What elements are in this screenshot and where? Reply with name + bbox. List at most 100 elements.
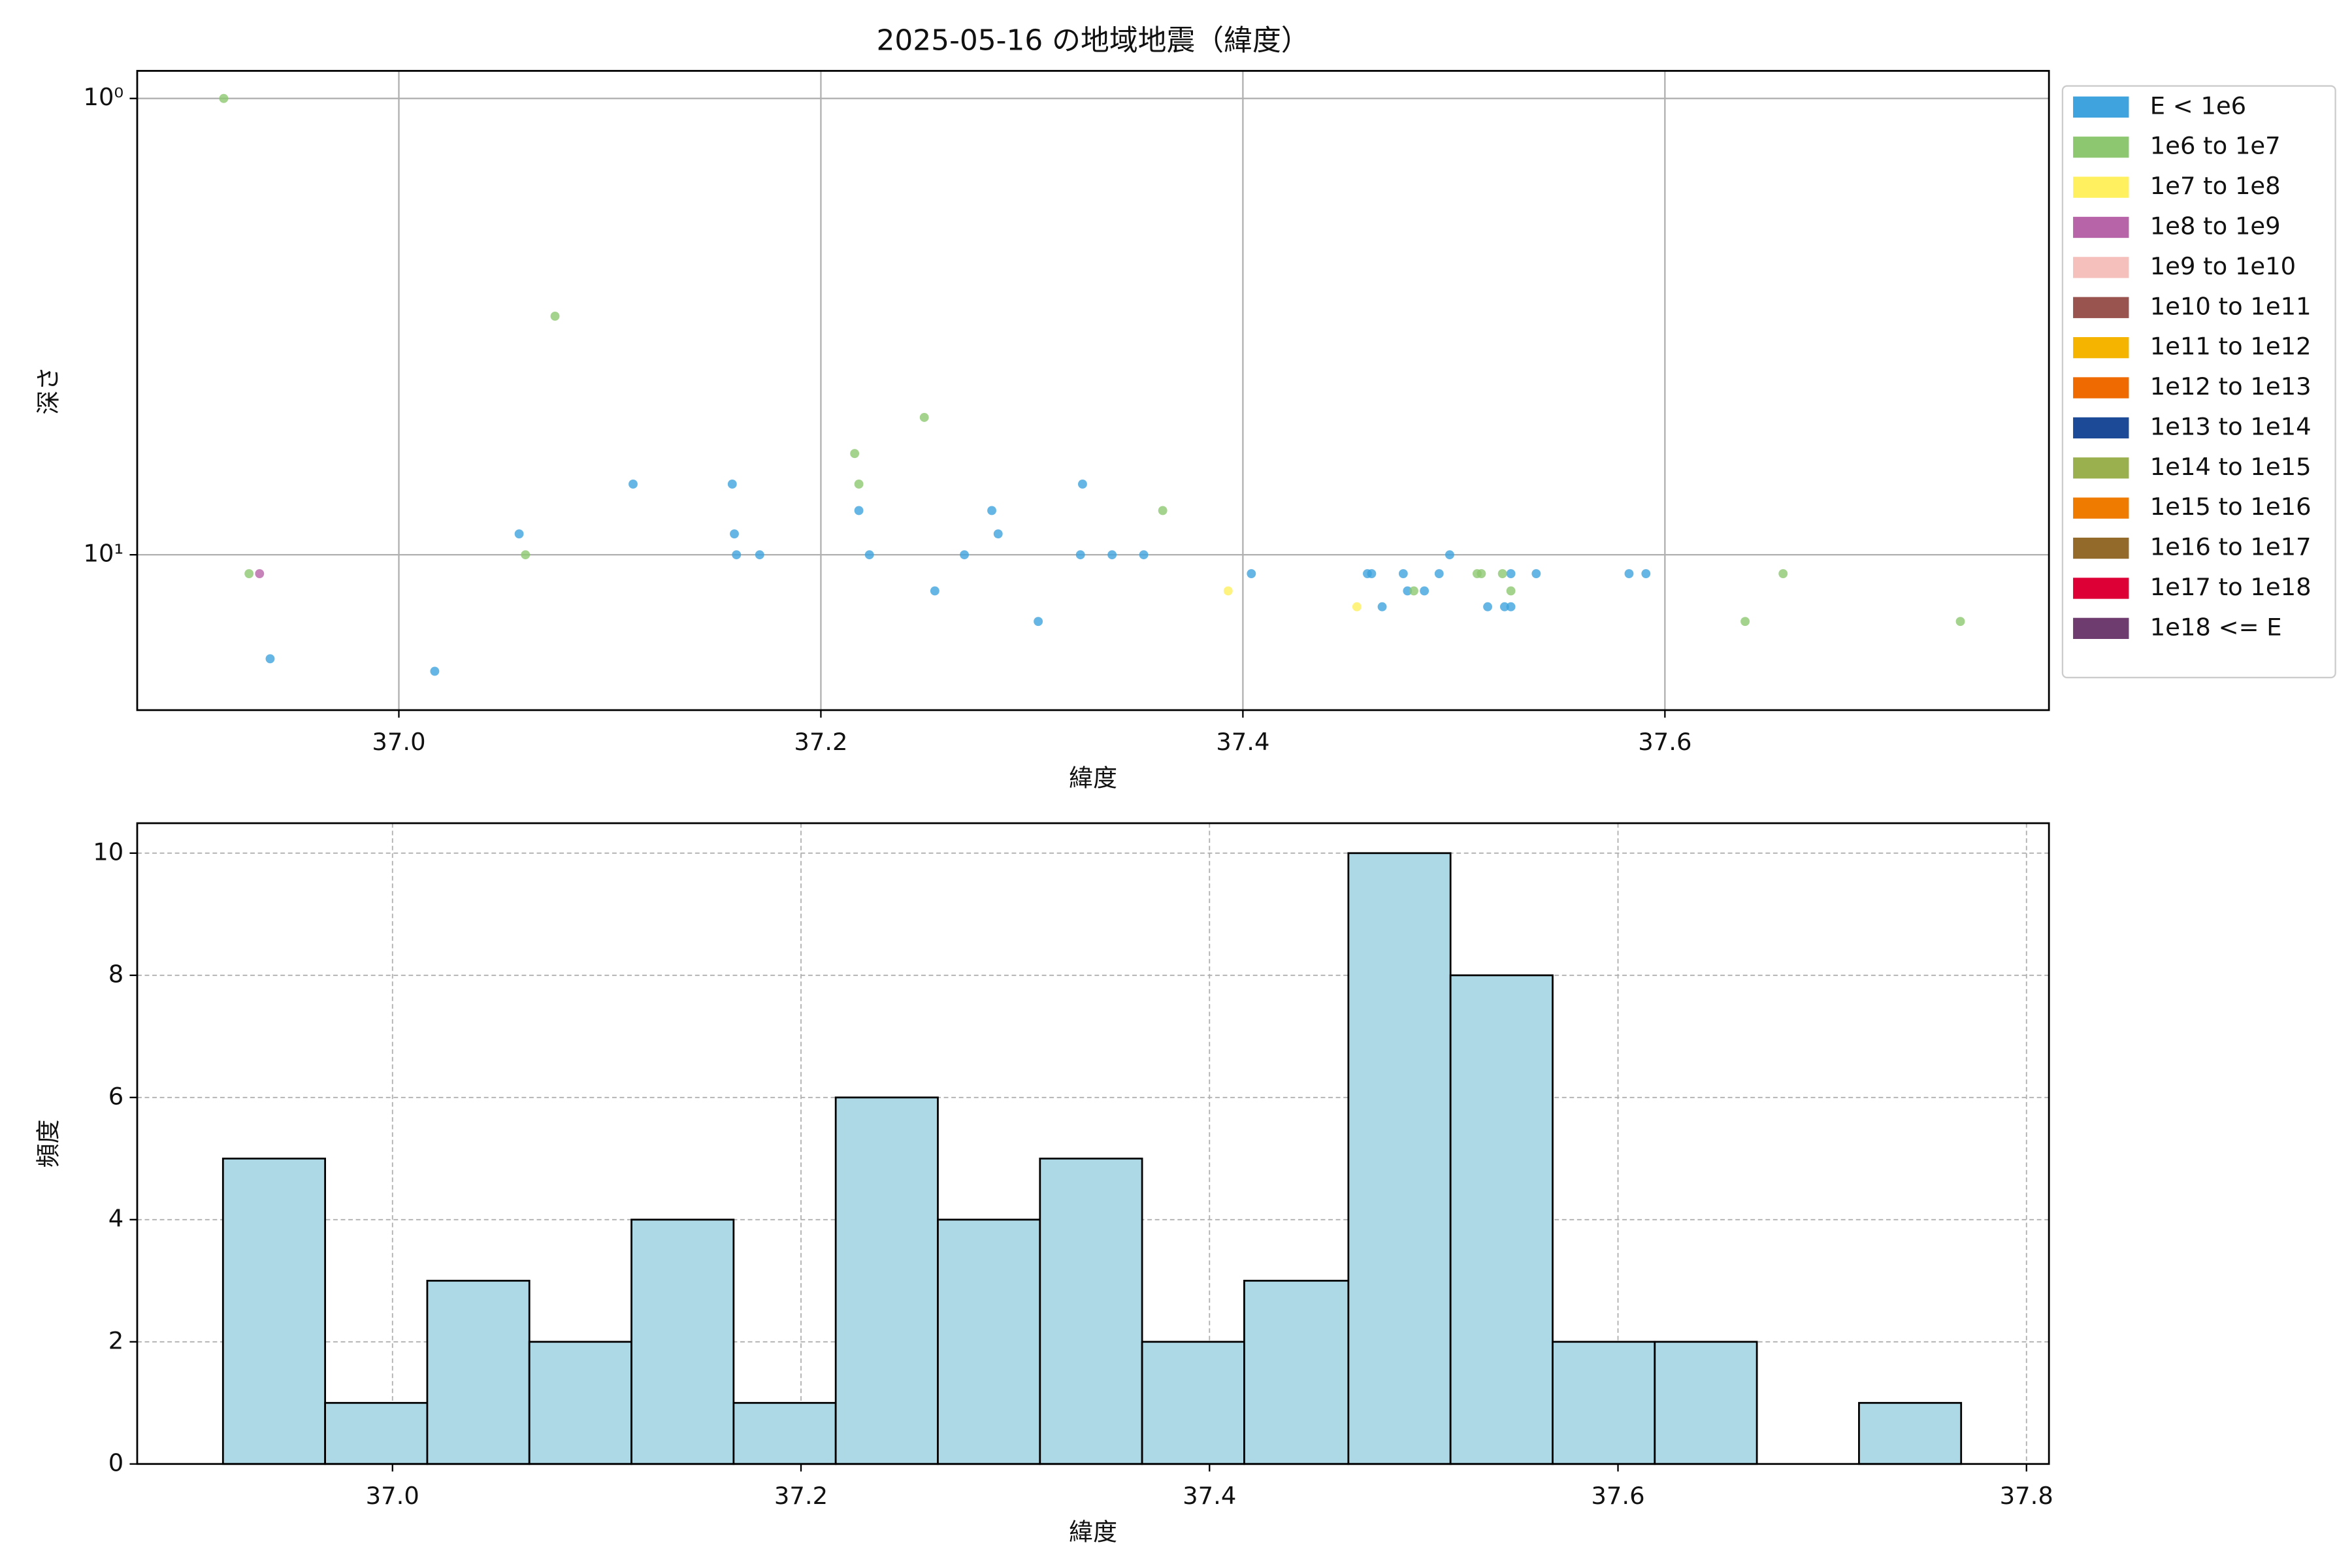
x-tick-label: 37.2 <box>794 728 847 756</box>
scatter-point <box>1377 602 1387 612</box>
legend-label: 1e16 to 1e17 <box>2150 533 2311 561</box>
legend-swatch <box>2073 417 2129 439</box>
scatter-point <box>755 550 764 560</box>
x-tick-label: 37.6 <box>1638 728 1691 756</box>
scatter-point <box>255 569 265 578</box>
scatter-point <box>1506 586 1516 596</box>
x-tick-label: 37.2 <box>774 1482 828 1510</box>
scatter-point <box>930 586 939 596</box>
scatter-point <box>854 506 864 515</box>
scatter-point <box>629 480 638 489</box>
legend-swatch <box>2073 137 2129 158</box>
scatter-point <box>1506 569 1516 578</box>
legend-label: 1e14 to 1e15 <box>2150 453 2311 481</box>
legend-swatch <box>2073 216 2129 238</box>
scatter-point <box>1778 569 1788 578</box>
legend-swatch <box>2073 337 2129 359</box>
legend-swatch <box>2073 297 2129 318</box>
histogram-bar <box>630 1218 735 1465</box>
scatter-point <box>1420 586 1429 596</box>
legend-label: 1e12 to 1e13 <box>2150 372 2311 400</box>
histogram-bar <box>1858 1401 1963 1465</box>
x-tick-label: 37.6 <box>1591 1482 1644 1510</box>
legend-swatch <box>2073 578 2129 599</box>
legend-label: 1e17 to 1e18 <box>2150 573 2311 601</box>
scatter-point <box>1247 569 1256 578</box>
scatter-point <box>850 449 860 459</box>
scatter-point <box>864 550 874 560</box>
legend-label: 1e7 to 1e8 <box>2150 172 2281 200</box>
y-tick-label: 4 <box>108 1204 123 1232</box>
scatter-point <box>265 654 275 664</box>
y-tick-label: 2 <box>108 1326 123 1354</box>
scatter-point <box>1139 550 1149 560</box>
axes-frame <box>136 822 2050 1465</box>
legend-label: 1e13 to 1e14 <box>2150 412 2311 440</box>
scatter-point <box>987 506 996 515</box>
scatter-point <box>919 412 929 422</box>
scatter-point <box>1158 506 1168 515</box>
scatter-point <box>1409 586 1418 596</box>
scatter-point <box>1075 550 1085 560</box>
y-tick-label: 8 <box>108 960 123 988</box>
x-axis-label: 緯度 <box>1069 1518 1117 1546</box>
legend-swatch <box>2073 176 2129 198</box>
scatter-point <box>1740 617 1750 627</box>
histogram-bar <box>1449 974 1554 1465</box>
scatter-point <box>1445 550 1454 560</box>
legend-swatch <box>2073 96 2129 118</box>
scatter-point <box>1034 617 1043 627</box>
scatter-point <box>1434 569 1444 578</box>
y-tick-label: 10 <box>93 838 123 866</box>
legend-swatch <box>2073 537 2129 559</box>
x-tick-label: 37.8 <box>2000 1482 2053 1510</box>
legend-box <box>2061 85 2336 679</box>
histogram-bar <box>1654 1341 1758 1465</box>
histogram-bar <box>1347 852 1452 1465</box>
legend-label: E < 1e6 <box>2150 91 2246 120</box>
y-tick-label: 10⁰ <box>83 83 123 111</box>
legend-label: 1e18 <= E <box>2150 613 2282 641</box>
scatter-point <box>521 550 531 560</box>
scatter-point <box>1223 586 1233 596</box>
histogram-bar <box>1552 1341 1656 1465</box>
scatter-point <box>1506 602 1516 612</box>
scatter-point <box>1367 569 1377 578</box>
scatter-point <box>1477 569 1486 578</box>
scatter-point <box>1078 480 1087 489</box>
x-tick-label: 37.0 <box>372 728 425 756</box>
scatter-point <box>1641 569 1651 578</box>
x-axis-label: 緯度 <box>1069 764 1117 792</box>
legend-swatch <box>2073 257 2129 278</box>
histogram-bar <box>528 1341 632 1465</box>
legend-swatch <box>2073 497 2129 519</box>
scatter-point <box>1398 569 1408 578</box>
y-tick-label: 10¹ <box>83 540 123 568</box>
legend-swatch <box>2073 457 2129 479</box>
scatter-point <box>732 550 742 560</box>
y-tick-label: 0 <box>108 1448 123 1477</box>
x-tick-label: 37.4 <box>1216 728 1269 756</box>
scatter-point <box>1352 602 1362 612</box>
histogram-bar <box>426 1279 531 1465</box>
scatter-point <box>430 666 440 676</box>
scatter-point <box>550 312 560 321</box>
histogram-bar <box>1243 1279 1350 1465</box>
scatter-point <box>514 529 524 539</box>
histogram-bar <box>834 1096 939 1465</box>
scatter-point <box>1483 602 1492 612</box>
histogram-bar <box>221 1157 326 1465</box>
histogram-bar <box>1141 1341 1245 1465</box>
scatter-point <box>993 529 1003 539</box>
histogram-bar <box>937 1218 1041 1465</box>
scatter-point <box>1497 569 1507 578</box>
scatter-point <box>244 569 254 578</box>
scatter-point <box>1499 602 1509 612</box>
x-tick-label: 37.4 <box>1183 1482 1236 1510</box>
histogram-bar <box>324 1401 429 1465</box>
chart-title: 2025-05-16 の地域地震（緯度） <box>877 24 1310 57</box>
scatter-point <box>960 550 969 560</box>
scatter-point <box>854 480 864 489</box>
legend-label: 1e10 to 1e11 <box>2150 292 2311 320</box>
